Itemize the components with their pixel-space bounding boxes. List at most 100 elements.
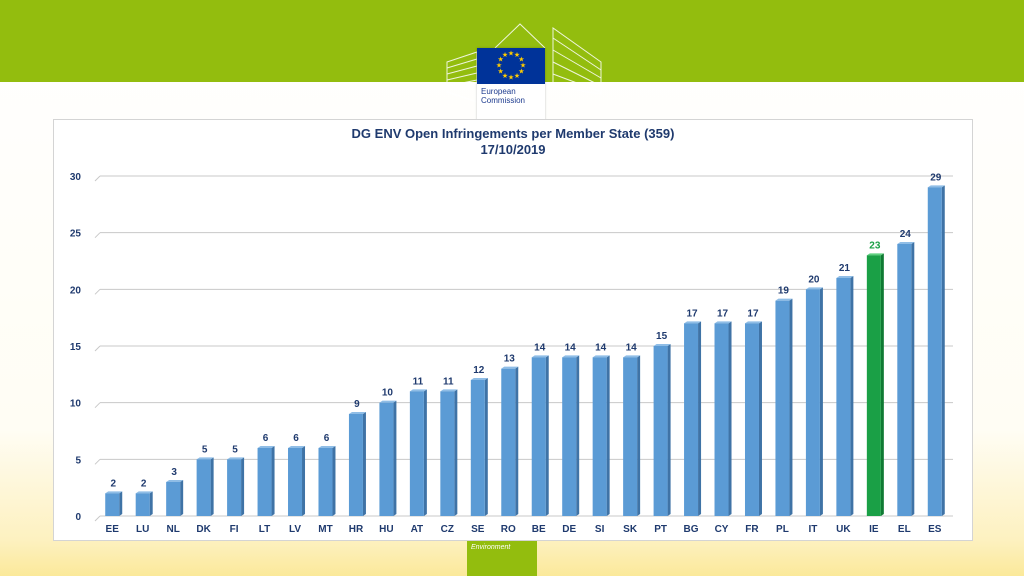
data-label: 29 [930, 172, 942, 183]
bar-side [911, 242, 915, 516]
bar [775, 300, 790, 516]
bar [501, 368, 516, 516]
y-tick-label: 5 [75, 455, 81, 466]
bar [836, 278, 851, 516]
data-label: 3 [171, 467, 177, 478]
x-tick-label: BG [684, 524, 699, 535]
bar-top [257, 446, 275, 448]
data-label: 17 [747, 308, 759, 319]
data-label: 11 [413, 376, 424, 387]
chart-title: DG ENV Open Infringements per Member Sta… [351, 126, 675, 141]
bar-top [897, 242, 915, 244]
chart-subtitle: 17/10/2019 [480, 142, 546, 157]
data-label: 2 [110, 478, 116, 489]
bar [562, 357, 577, 516]
x-tick-label: CZ [441, 524, 454, 535]
bar-top [684, 321, 702, 324]
flag-star-icon: ★ [520, 62, 526, 70]
data-label: 23 [869, 240, 881, 251]
bar-side [210, 457, 214, 516]
y-tick-label: 20 [70, 285, 82, 296]
bar-side [362, 412, 366, 516]
data-label: 14 [534, 342, 546, 353]
gridline-depth [94, 515, 101, 522]
flag-star-icon: ★ [514, 51, 520, 59]
bar [348, 414, 363, 516]
bar-side [423, 389, 427, 516]
bar-top [379, 400, 397, 403]
bar [805, 289, 820, 516]
european-commission-logo: ★ ★ ★ ★ ★ ★ ★ ★ ★ ★ ★ ★ European Commission [445, 22, 603, 130]
bar [684, 323, 699, 516]
bar-side [698, 321, 702, 516]
bar-top [440, 389, 458, 392]
flag-star-icon: ★ [502, 72, 508, 80]
gridline-depth [94, 458, 101, 465]
bar [866, 255, 881, 517]
flag-star-icon: ★ [497, 56, 503, 64]
bar-side [454, 389, 458, 516]
x-tick-label: NL [166, 524, 179, 535]
x-tick-label: SI [595, 524, 605, 535]
x-tick-label: CY [715, 524, 729, 535]
flag-star-icon: ★ [496, 62, 502, 70]
bar [714, 323, 729, 516]
data-label: 5 [202, 444, 208, 455]
x-tick-label: FR [745, 524, 759, 535]
x-tick-label: RO [501, 524, 516, 535]
bar-top [592, 355, 610, 358]
bar-side [271, 446, 275, 516]
chart-title-block: DG ENV Open Infringements per Member Sta… [53, 126, 973, 158]
bar-top [501, 366, 519, 369]
logo-text-line2: Commission [481, 96, 526, 105]
x-tick-label: IT [808, 524, 817, 535]
bar-side [393, 400, 397, 516]
bar-top [744, 321, 762, 324]
x-tick-label: BE [532, 524, 546, 535]
bar-top [196, 457, 214, 460]
bar-top [166, 480, 184, 482]
gridline-depth [94, 345, 101, 352]
data-label: 12 [473, 365, 485, 376]
bar-side [819, 287, 823, 516]
x-tick-label: ES [928, 524, 942, 535]
berlaymont-building-icon [446, 23, 602, 103]
bar [105, 493, 120, 516]
bar-side [332, 446, 336, 516]
bar [135, 493, 150, 516]
data-label: 5 [232, 444, 238, 455]
y-tick-label: 15 [70, 342, 82, 353]
x-tick-label: LT [259, 524, 270, 535]
bar-top [105, 491, 123, 494]
bar-top [531, 355, 549, 358]
bar-chart: 0 5 10 15 20 25 30 2 EE 2 LU 3 NL 5 DK 5 FI 6 LT 6 LV 6 MT 9 HR 1… [70, 172, 953, 535]
bar-side [576, 355, 580, 516]
y-tick-label: 25 [70, 229, 82, 240]
bar-side [850, 276, 854, 516]
bar [409, 391, 424, 516]
flag-star-icon: ★ [514, 72, 520, 80]
bar [653, 346, 668, 516]
bar-side [758, 321, 762, 516]
bar [318, 448, 333, 516]
data-label: 17 [717, 308, 729, 319]
y-tick-label: 0 [75, 512, 81, 523]
flag-star-icon: ★ [502, 51, 508, 59]
x-tick-label: PL [776, 524, 789, 535]
flag-star-icon: ★ [497, 68, 503, 76]
bar-top [470, 378, 488, 380]
data-label: 20 [808, 274, 820, 285]
bar-side [667, 344, 671, 516]
bar-top [227, 457, 245, 460]
x-tick-label: MT [318, 524, 332, 535]
bar-side [637, 355, 641, 516]
bar-side [302, 446, 306, 516]
logo-panel: ★ ★ ★ ★ ★ ★ ★ ★ ★ ★ ★ ★ European Commission [477, 48, 545, 130]
bar-top [409, 389, 427, 392]
y-tick-label: 10 [70, 399, 82, 410]
data-label: 11 [443, 376, 454, 387]
bar-top [318, 446, 336, 448]
data-label: 14 [565, 342, 577, 353]
gridline-depth [94, 402, 101, 409]
bar-top [562, 355, 580, 358]
